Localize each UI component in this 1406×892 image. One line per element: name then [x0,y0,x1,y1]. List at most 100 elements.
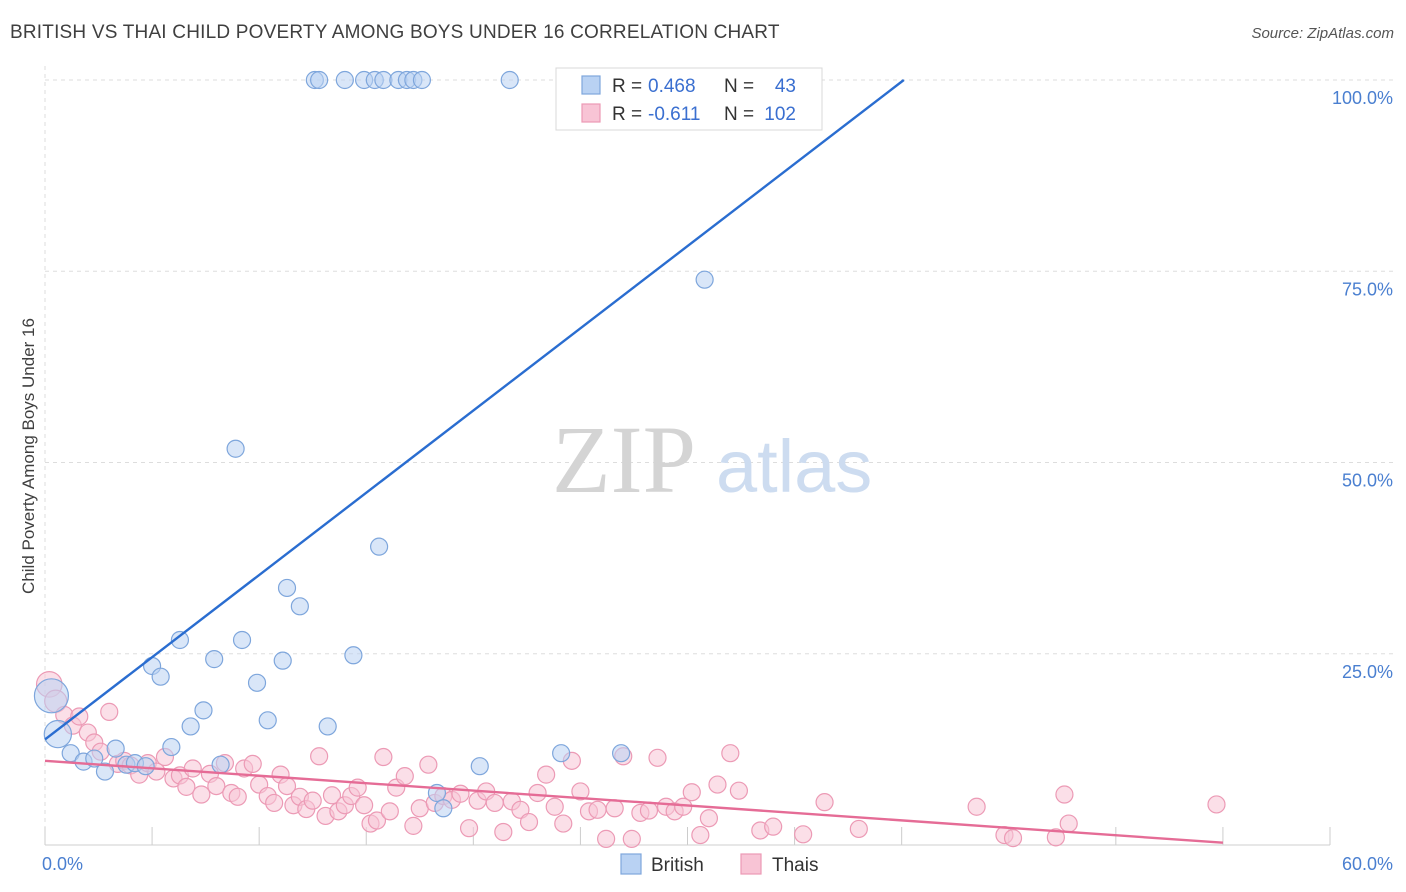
british-point [335,70,354,90]
thais-point [367,811,387,830]
thais-point [322,786,342,805]
legend-swatch-thais [740,853,762,875]
thais-point [729,781,749,800]
thais-point [622,829,641,848]
watermark: ZIP atlas [552,406,872,513]
thais-point [545,797,564,816]
british-point [33,678,70,714]
legend-label-british: British [651,855,704,876]
thais-point [374,747,393,767]
thais-r-label: R = [612,104,642,125]
legend-label-thais: Thais [772,855,818,876]
stats-box: R = 0.468 N = 43 R = -0.611 N = 102 [555,67,823,131]
thais-r-value: -0.611 [648,104,700,125]
british-point [136,757,155,776]
thais-point [605,799,624,818]
legend: British Thais [620,853,818,876]
x-tick-label: 60.0% [1342,854,1393,874]
legend-swatch-british [620,853,642,875]
thais-point [303,791,322,810]
thais-point [310,747,329,766]
thais-trend-line [44,759,1223,844]
source-credit: Source: ZipAtlas.com [1251,25,1394,42]
thais-point [648,748,667,767]
thais-point [265,793,284,813]
british-point [106,739,125,758]
thais-point [451,784,470,803]
thais-point [380,802,399,821]
thais-point [355,796,374,815]
thais-point [183,759,202,778]
british-r-value: 0.468 [648,76,696,97]
british-point [151,667,170,686]
y-tick-label: 25.0% [1342,662,1393,682]
british-n-label: N = [724,76,754,97]
british-point [277,578,297,598]
thais-point [691,825,710,845]
thais-point [1059,814,1078,833]
thais-point [404,816,423,835]
british-point [500,70,519,90]
chart-title: BRITISH VS THAI CHILD POVERTY AMONG BOYS… [10,22,780,43]
thais-point [699,809,719,828]
thais-point [177,777,196,796]
thais-stats-swatch [581,103,601,123]
british-point [211,755,230,774]
y-tick-label: 100.0% [1332,88,1393,108]
british-point [310,70,329,90]
thais-point [1055,785,1074,804]
thais-point [228,787,247,806]
y-axis-tick-labels: 25.0% 50.0% 75.0% 100.0% [1332,88,1393,682]
thais-point [639,801,659,820]
thais-point [485,793,504,813]
british-point [43,719,73,749]
british-point [258,711,277,730]
thais-point [815,793,834,812]
british-point [232,630,252,650]
british-point [290,597,309,616]
british-n-value: 43 [775,76,796,97]
thais-point [967,797,986,816]
british-point [434,799,453,818]
british-point [552,744,571,763]
thais-point [849,819,868,839]
thais-point [537,765,556,784]
thais-n-label: N = [724,104,754,125]
thais-point [588,800,607,819]
british-point [247,673,267,692]
british-point [470,757,489,776]
thais-point [554,814,573,833]
thais-point [721,744,740,763]
thais-point [1003,829,1023,848]
thais-point [494,822,513,842]
y-tick-label: 50.0% [1342,471,1393,491]
thais-point [1046,828,1065,847]
y-axis-label: Child Poverty Among Boys Under 16 [19,318,38,594]
british-stats-swatch [581,75,601,95]
british-point [612,744,631,763]
british-point [181,717,200,736]
watermark-zip: ZIP [552,406,696,513]
thais-point [100,702,119,721]
british-point [344,646,363,665]
british-point [226,439,245,458]
thais-point [395,767,414,786]
british-point [205,650,224,669]
thais-point [597,829,616,848]
british-point [170,630,190,650]
british-trend-line [44,79,905,741]
thais-point [708,775,727,794]
thais-point [528,783,547,803]
thais-point [70,707,89,726]
british-point [695,270,714,289]
thais-point [419,755,438,774]
british-point [95,762,115,781]
british-point [162,737,181,757]
thais-point [794,825,813,844]
thais-point [571,782,590,801]
y-tick-label: 75.0% [1342,279,1393,299]
british-point [273,651,292,670]
thais-n-value: 102 [764,104,796,125]
x-tick-label: 0.0% [42,854,83,874]
